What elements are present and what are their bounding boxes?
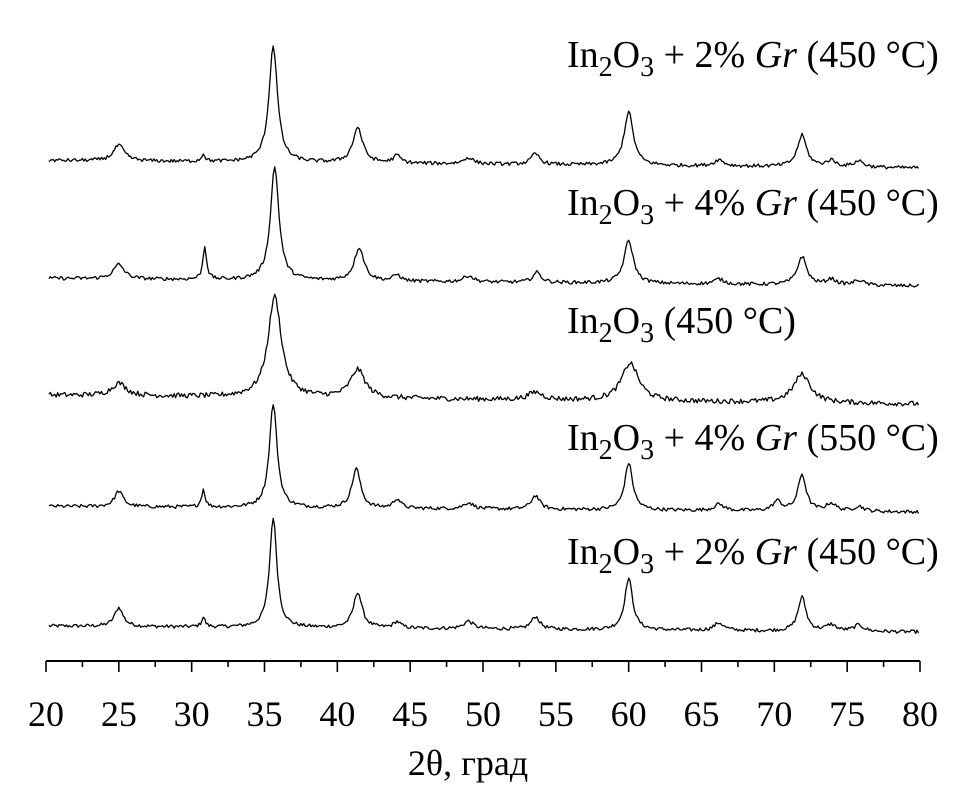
series-labels-group: In2O3 + 2% Gr (450 °C) In2O3 + 4% Gr (550…	[567, 34, 939, 580]
series-label-5: In2O3 + 2% Gr (450 °C)	[567, 34, 939, 83]
x-tick-label: 80	[902, 694, 938, 734]
x-tick-label: 50	[465, 694, 501, 734]
x-tick-label: 70	[756, 694, 792, 734]
series-trace-4	[48, 166, 919, 288]
x-axis-label: 2θ, град	[408, 743, 528, 783]
traces-group	[48, 45, 920, 635]
x-tick-label: 55	[538, 694, 574, 734]
series-trace-3	[48, 293, 920, 407]
x-axis-ticks: 20 25 30 35 40 45 50 55 60 65 70 75 80	[28, 661, 938, 734]
x-tick-label: 45	[392, 694, 428, 734]
series-label-4: In2O3 + 4% Gr (450 °C)	[567, 182, 939, 231]
series-trace-1	[48, 517, 920, 635]
x-tick-label: 40	[319, 694, 355, 734]
x-tick-label: 35	[247, 694, 283, 734]
x-tick-label: 20	[28, 694, 64, 734]
x-tick-label: 60	[611, 694, 647, 734]
x-tick-label: 30	[174, 694, 210, 734]
x-tick-label: 25	[101, 694, 137, 734]
series-label-2: In2O3 + 4% Gr (550 °C)	[567, 417, 939, 466]
series-trace-2	[48, 404, 920, 515]
series-label-1: In2O3 + 2% Gr (450 °C)	[567, 531, 939, 580]
x-tick-label: 75	[829, 694, 865, 734]
x-axis: 20 25 30 35 40 45 50 55 60 65 70 75 80	[28, 660, 938, 734]
series-trace-5	[48, 45, 920, 170]
x-tick-label: 65	[684, 694, 720, 734]
series-label-3: In2O3 (450 °C)	[567, 300, 796, 349]
